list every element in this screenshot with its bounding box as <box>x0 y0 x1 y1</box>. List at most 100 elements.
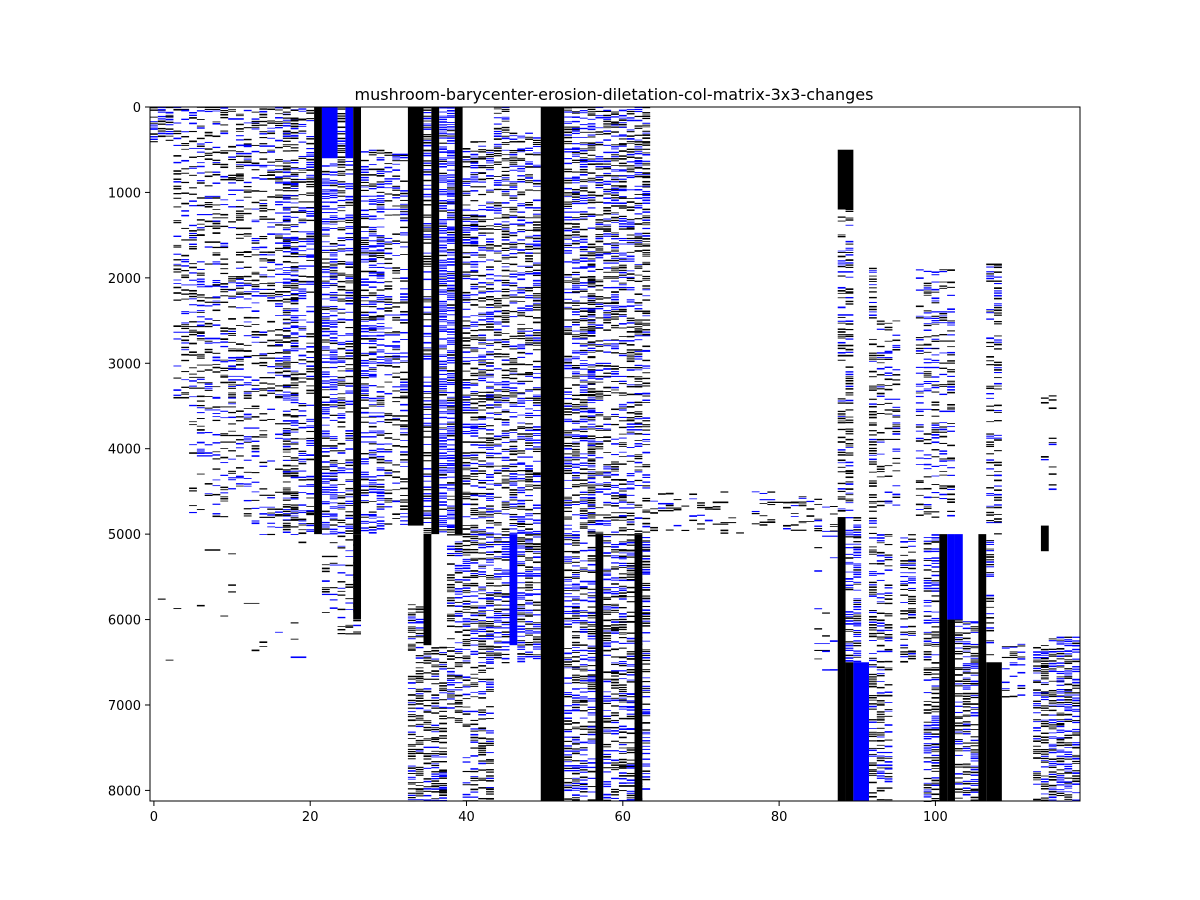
heatmap-cell <box>259 174 276 176</box>
heatmap-cell <box>595 176 604 178</box>
heatmap-cell <box>501 424 510 426</box>
heatmap-cell <box>165 111 174 114</box>
heatmap-cell <box>587 260 596 262</box>
heatmap-cell <box>235 227 252 230</box>
heatmap-cell <box>337 404 346 407</box>
heatmap-cell <box>595 448 604 450</box>
heatmap-cell <box>501 202 510 204</box>
heatmap-cell <box>618 323 627 325</box>
heatmap-cell <box>564 657 573 659</box>
heatmap-cell <box>532 329 541 331</box>
heatmap-cell <box>298 254 307 256</box>
heatmap-cell <box>275 371 283 374</box>
heatmap-cell <box>564 177 580 179</box>
heatmap-cell <box>392 272 401 274</box>
heatmap-cell <box>400 234 408 236</box>
heatmap-cell <box>572 709 580 711</box>
heatmap-cell <box>603 167 612 170</box>
heatmap-cell <box>626 331 643 333</box>
heatmap-cell <box>298 167 307 169</box>
heatmap-cell <box>282 399 291 401</box>
heatmap-cell <box>384 327 393 329</box>
heatmap-cell <box>634 162 643 165</box>
heatmap-cell <box>532 426 541 428</box>
heatmap-cell <box>634 141 651 143</box>
heatmap-cell <box>212 204 221 206</box>
heatmap-cell <box>212 163 221 165</box>
heatmap-cell <box>470 347 479 349</box>
heatmap-cell <box>251 150 260 153</box>
heatmap-cell <box>337 359 346 361</box>
heatmap-cell <box>446 391 455 394</box>
heatmap-cell <box>572 223 580 225</box>
heatmap-cell <box>189 321 197 323</box>
heatmap-cell <box>587 280 596 282</box>
heatmap-cell <box>611 408 619 411</box>
heatmap-cell <box>345 493 354 496</box>
heatmap-cell <box>642 199 651 202</box>
heatmap-cell <box>579 508 588 510</box>
heatmap-cell <box>587 645 596 647</box>
heatmap-cell <box>611 512 627 514</box>
heatmap-cell <box>478 245 487 247</box>
heatmap-cell <box>611 291 619 293</box>
heatmap-cell <box>572 308 580 311</box>
heatmap-cell <box>603 372 612 374</box>
heatmap-cell <box>361 270 377 273</box>
heatmap-cell <box>501 467 510 470</box>
heatmap-cell <box>486 298 494 301</box>
heatmap-cell <box>196 110 205 112</box>
heatmap-cell <box>423 223 432 225</box>
heatmap-cell <box>579 502 588 505</box>
heatmap-cell <box>572 330 580 332</box>
heatmap-cell <box>611 470 619 472</box>
heatmap-cell <box>564 740 573 742</box>
heatmap-cell <box>329 459 338 462</box>
heatmap-cell <box>400 210 408 212</box>
heatmap-cell <box>478 360 487 362</box>
heatmap-cell <box>282 415 291 417</box>
heatmap-cell <box>587 356 596 358</box>
heatmap-cell <box>462 150 471 153</box>
heatmap-cell <box>321 282 330 284</box>
heatmap-cell <box>275 357 283 359</box>
heatmap-cell <box>196 227 205 229</box>
heatmap-cell <box>509 246 518 248</box>
heatmap-cell <box>470 325 479 327</box>
heatmap-cell <box>572 660 580 663</box>
heatmap-cell <box>228 423 236 425</box>
heatmap-cell <box>212 363 221 365</box>
heatmap-cell <box>220 263 229 265</box>
heatmap-cell <box>329 299 338 301</box>
heatmap-cell <box>595 107 604 109</box>
heatmap-cell <box>298 194 307 196</box>
heatmap-cell <box>634 326 643 328</box>
heatmap-cell <box>587 369 596 371</box>
heatmap-cell <box>439 200 447 202</box>
heatmap-cell <box>329 252 338 253</box>
heatmap-cell <box>337 531 346 534</box>
heatmap-cell <box>275 468 283 470</box>
heatmap-cell <box>572 558 580 559</box>
heatmap-cell <box>361 231 369 232</box>
heatmap-cell <box>368 327 377 329</box>
heatmap-cell <box>329 354 338 356</box>
heatmap-cell <box>361 189 369 192</box>
heatmap-cell <box>290 422 299 424</box>
heatmap-cell <box>439 367 447 369</box>
heatmap-cell <box>642 180 651 183</box>
heatmap-cell <box>282 469 291 471</box>
heatmap-cell <box>345 392 354 394</box>
heatmap-cell <box>478 482 487 484</box>
heatmap-cell <box>634 153 643 155</box>
heatmap-cell <box>579 211 588 213</box>
heatmap-cell <box>189 331 205 333</box>
heatmap-cell <box>384 267 393 269</box>
heatmap-cell <box>642 194 651 197</box>
heatmap-cell <box>384 166 393 169</box>
heatmap-cell <box>462 452 471 454</box>
heatmap-cell <box>572 279 580 281</box>
heatmap-cell <box>368 343 377 345</box>
heatmap-cell <box>509 282 518 284</box>
heatmap-cell <box>196 219 205 221</box>
